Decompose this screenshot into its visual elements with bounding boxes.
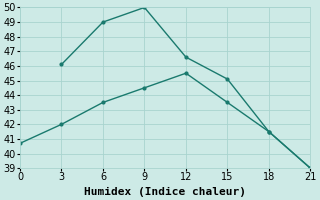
X-axis label: Humidex (Indice chaleur): Humidex (Indice chaleur)	[84, 186, 246, 197]
